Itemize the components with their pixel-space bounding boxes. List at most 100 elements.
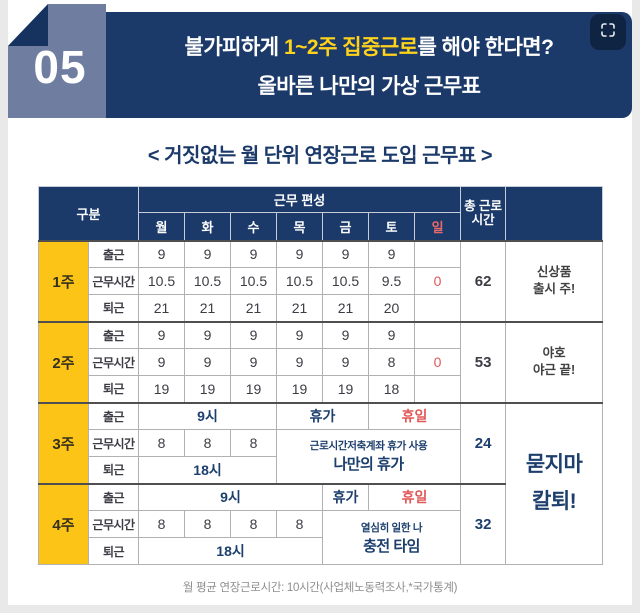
cell: 8 (276, 510, 324, 538)
fullscreen-button[interactable] (590, 14, 626, 50)
fullscreen-icon (600, 22, 616, 43)
cell: 19 (230, 375, 278, 403)
cell: 9 (184, 348, 232, 376)
title-highlight: 1~2주 집중근로 (283, 35, 418, 59)
header-day-tue: 화 (184, 212, 232, 241)
cell: 9 (138, 320, 186, 349)
row-label-hours: 근무시간 (87, 348, 140, 376)
header-day-thu: 목 (276, 212, 324, 241)
cell: 19 (322, 375, 370, 403)
cell: 9 (138, 239, 186, 268)
header-gubun: 구분 (37, 186, 140, 241)
note-line: 신상품 (536, 265, 572, 280)
note-line: 칼퇴! (532, 489, 577, 513)
header-total-hours: 총 근로 시간 (460, 186, 507, 241)
cell: 21 (276, 294, 324, 322)
row-label-in: 출근 (87, 239, 140, 268)
cell: 10.5 (184, 267, 232, 295)
schedule-table: 구분 근무 편성 총 근로 시간 월 화 수 목 금 토 일 1주 출근 (37, 186, 604, 565)
weeks3-4-note: 묻지마 칼퇴! (505, 401, 604, 565)
cell: 10.5 (138, 267, 186, 295)
header-day-mon: 월 (138, 212, 186, 241)
note-line: 근로시간저축계좌 휴가 사용 (309, 440, 428, 453)
week1-label: 1주 (38, 239, 89, 322)
note-line: 야근 끝! (533, 363, 576, 377)
week2-note: 야호 야근 끝! (505, 320, 604, 403)
week4-vacation-note: 열심히 일한 나 충전 타임 (322, 510, 462, 565)
week4-out-time: 18시 (138, 537, 324, 565)
cell: 9 (230, 320, 278, 349)
cell: 9.5 (368, 267, 416, 295)
badge-fold-corner (8, 4, 48, 46)
cell-zero: 0 (414, 348, 462, 376)
note-line: 열심히 일한 나 (360, 521, 423, 534)
header-notes (505, 186, 604, 241)
week4-vacation: 휴가 (322, 482, 370, 511)
week3-in-time: 9시 (138, 401, 278, 430)
week3-vacation: 휴가 (276, 401, 370, 430)
cell: 21 (138, 294, 186, 322)
cell: 21 (184, 294, 232, 322)
cell-empty (414, 375, 462, 403)
section-number-badge: 05 (8, 4, 106, 118)
cell: 8 (184, 510, 232, 538)
row-label-in: 출근 (87, 320, 140, 349)
row-label-out: 퇴근 (87, 375, 140, 403)
cell: 8 (138, 510, 186, 538)
cell: 10.5 (322, 267, 370, 295)
header-total-line2: 시간 (471, 213, 495, 228)
header-day-fri: 금 (322, 212, 370, 241)
cell: 9 (322, 320, 370, 349)
week2-label: 2주 (38, 320, 89, 403)
cell: 19 (184, 375, 232, 403)
cell: 21 (230, 294, 278, 322)
cell: 18 (368, 375, 416, 403)
week3-holiday: 휴일 (368, 401, 462, 430)
note-line: 출시 주! (533, 282, 576, 296)
cell: 8 (368, 348, 416, 376)
week3-vacation-note: 근로시간저축계좌 휴가 사용 나만의 휴가 (276, 429, 462, 484)
note-line: 야호 (542, 346, 566, 361)
title-banner: 불가피하게 1~2주 집중근로를 해야 한다면? 올바른 나만의 가상 근무표 (106, 12, 632, 118)
week3-total: 24 (460, 401, 507, 484)
cell: 9 (368, 239, 416, 268)
cell: 19 (276, 375, 324, 403)
header-day-sun: 일 (414, 212, 462, 241)
title-line-1: 불가피하게 1~2주 집중근로를 해야 한다면? (185, 31, 554, 61)
cell: 21 (322, 294, 370, 322)
row-label-in: 출근 (87, 482, 140, 511)
header-work-plan: 근무 편성 (138, 186, 462, 213)
title-line-2: 올바른 나만의 가상 근무표 (257, 74, 481, 98)
week2-total: 53 (460, 320, 507, 403)
week4-label: 4주 (38, 482, 89, 565)
cell: 20 (368, 294, 416, 322)
header-day-sat: 토 (368, 212, 416, 241)
row-label-hours: 근무시간 (87, 429, 140, 457)
cell: 9 (138, 348, 186, 376)
cell: 8 (138, 429, 186, 457)
cell: 9 (368, 320, 416, 349)
cell: 8 (230, 510, 278, 538)
cell: 8 (184, 429, 232, 457)
header-total-line1: 총 근로 (464, 198, 503, 213)
row-label-hours: 근무시간 (87, 267, 140, 295)
cell-empty (414, 294, 462, 322)
cell-empty (414, 320, 462, 349)
note-line: 나만의 휴가 (333, 456, 404, 474)
title-pre: 불가피하게 (184, 35, 284, 59)
week3-label: 3주 (38, 401, 89, 484)
cell: 9 (230, 348, 278, 376)
cell: 9 (322, 239, 370, 268)
week1-total: 62 (460, 239, 507, 322)
cell: 9 (276, 348, 324, 376)
row-label-out: 퇴근 (87, 537, 140, 565)
cell: 8 (230, 429, 278, 457)
row-label-out: 퇴근 (87, 456, 140, 484)
week4-total: 32 (460, 482, 507, 565)
cell-empty (414, 239, 462, 268)
week1-note: 신상품 출시 주! (505, 239, 604, 322)
row-label-hours: 근무시간 (87, 510, 140, 538)
cell: 9 (184, 320, 232, 349)
cell: 9 (276, 239, 324, 268)
